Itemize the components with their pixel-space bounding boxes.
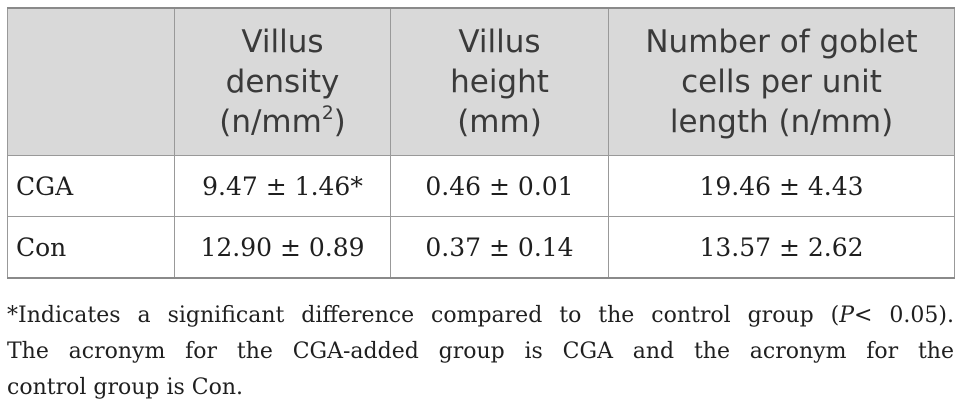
header-empty-cell xyxy=(7,7,175,156)
data-table-container: Villus density (n/mm2) Villus height (mm… xyxy=(7,7,955,279)
row-label-con: Con xyxy=(7,216,175,279)
data-table: Villus density (n/mm2) Villus height (mm… xyxy=(7,7,955,279)
header-goblet-cells: Number of goblet cells per unit length (… xyxy=(608,7,955,156)
footnote-line-2: The acronym for the CGA-added group is C… xyxy=(7,339,954,364)
header-villus-density: Villus density (n/mm2) xyxy=(174,7,391,156)
table-header-row: Villus density (n/mm2) Villus height (mm… xyxy=(7,7,955,156)
cell-cga-height: 0.46 ± 0.01 xyxy=(390,155,609,217)
cell-cga-density: 9.47 ± 1.46* xyxy=(174,155,391,217)
table-row: Con 12.90 ± 0.89 0.37 ± 0.14 13.57 ± 2.6… xyxy=(7,216,955,279)
cell-cga-goblet: 19.46 ± 4.43 xyxy=(608,155,955,217)
row-label-cga: CGA xyxy=(7,155,175,217)
header-villus-height: Villus height (mm) xyxy=(390,7,609,156)
cell-con-goblet: 13.57 ± 2.62 xyxy=(608,216,955,279)
footnote-line-3: control group is Con. xyxy=(7,375,244,400)
cell-con-height: 0.37 ± 0.14 xyxy=(390,216,609,279)
footnote-line-1: *Indicates a significant difference comp… xyxy=(7,303,954,328)
table-footnote: *Indicates a significant difference comp… xyxy=(7,298,954,406)
cell-con-density: 12.90 ± 0.89 xyxy=(174,216,391,279)
table-row: CGA 9.47 ± 1.46* 0.46 ± 0.01 19.46 ± 4.4… xyxy=(7,155,955,217)
